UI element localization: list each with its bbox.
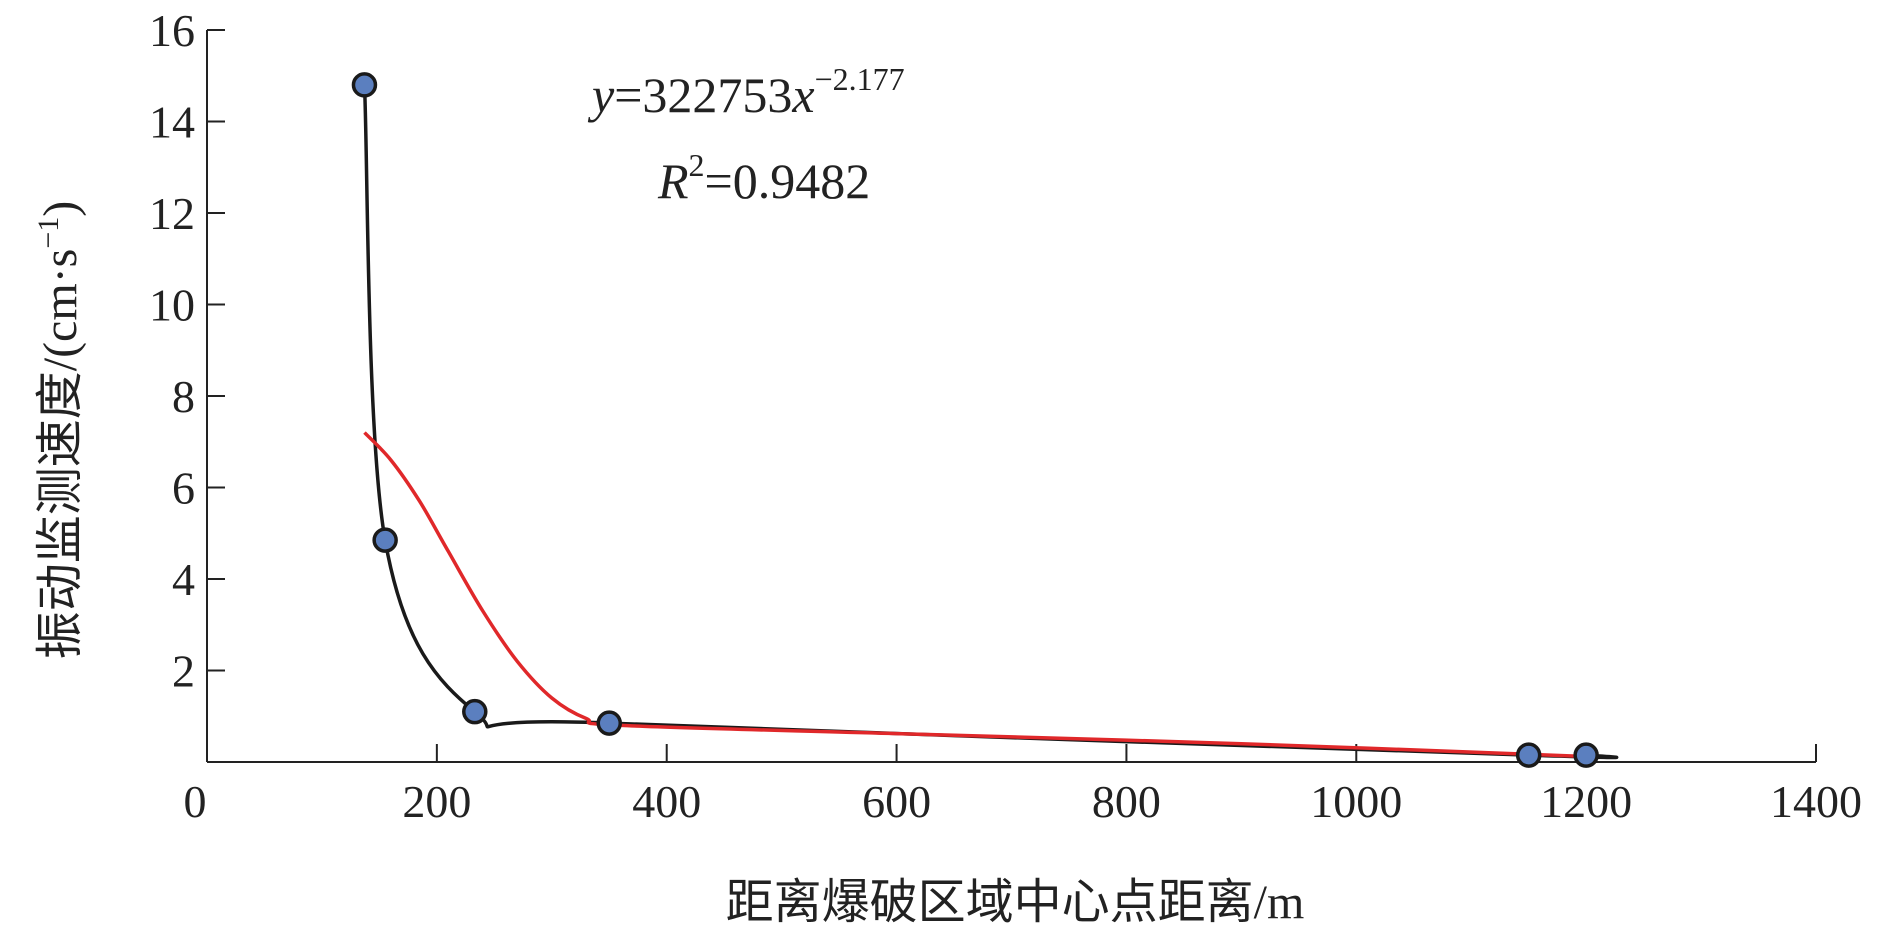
x-axis-title: 距离爆破区域中心点距离/m (726, 876, 1305, 929)
x-tick-label: 200 (402, 776, 471, 827)
y-ticks: 2 4 6 8 10 12 14 16 (149, 5, 225, 697)
eq-x: x (791, 67, 814, 123)
data-point (596, 710, 622, 736)
data-point (351, 72, 378, 98)
data-point (1515, 742, 1542, 768)
fit-series-line (363, 431, 1587, 759)
y-tick-label: 2 (172, 646, 195, 697)
data-series-line (362, 84, 1619, 760)
x-tick-label: 1400 (1770, 776, 1862, 827)
data-markers (351, 72, 1599, 768)
r-squared: R2=0.9482 (657, 147, 870, 209)
y-axis-title-exp: −1 (32, 217, 65, 249)
x-tick-label: 400 (632, 776, 701, 827)
data-point (1573, 742, 1599, 768)
y-tick-label: 12 (149, 188, 195, 239)
x-tick-label: 800 (1092, 776, 1161, 827)
eq-y: y (587, 67, 615, 123)
y-tick-label: 16 (149, 5, 195, 56)
y-axis-title-main: 振动监测速度/(cm·s (34, 249, 87, 660)
y-tick-label: 4 (172, 554, 195, 605)
y-tick-label: 6 (172, 463, 195, 514)
data-point (462, 698, 488, 725)
eq-exponent: −2.177 (815, 61, 905, 97)
x-ticks: 0 200 400 600 800 1000 1200 1400 (184, 744, 1862, 827)
y-tick-label: 10 (149, 280, 195, 331)
y-tick-label: 14 (149, 97, 195, 148)
x-tick-label: 0 (184, 776, 207, 827)
r2-value: =0.9482 (705, 153, 871, 209)
r2-exponent: 2 (689, 147, 705, 183)
eq-mid: =322753 (614, 67, 792, 123)
r2-R: R (657, 153, 689, 209)
data-point (372, 527, 398, 553)
y-axis-title: 振动监测速度/(cm·s−1) (32, 201, 87, 660)
y-tick-label: 8 (172, 371, 195, 422)
y-axis-title-close: ) (34, 201, 87, 217)
fit-equation: y=322753x−2.177 (587, 61, 905, 123)
x-tick-label: 600 (862, 776, 931, 827)
x-tick-label: 1000 (1310, 776, 1402, 827)
x-tick-label: 1200 (1540, 776, 1632, 827)
